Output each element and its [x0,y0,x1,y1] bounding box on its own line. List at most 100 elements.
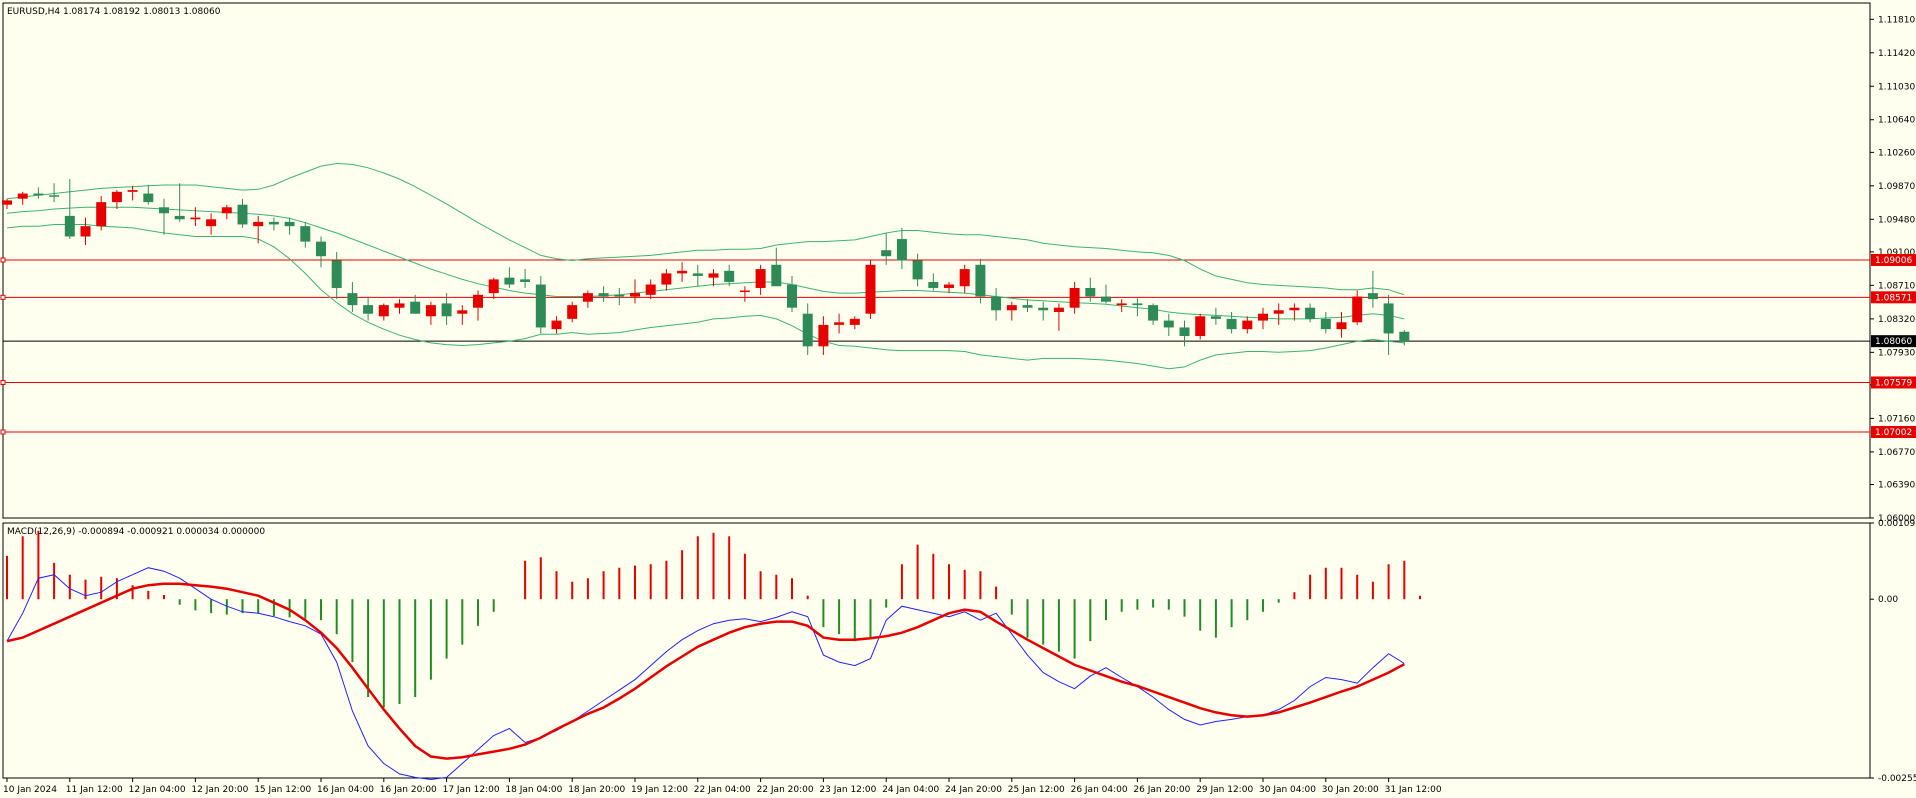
candle-body [143,193,154,203]
candle-body [300,226,311,242]
macd-panel-header: MACD(12,26,9) -0.000894 -0.000921 0.0000… [7,527,265,537]
candle-body [1006,305,1017,311]
candle-body [378,305,389,317]
time-axis-label: 22 Jan 20:00 [757,785,814,795]
candle-body [818,324,829,347]
candle-body [127,190,138,192]
candle-body [1305,307,1316,319]
level-line-handle [0,429,6,435]
candle-body [708,273,719,278]
price-axis-label: 1.06770 [1878,448,1915,458]
candle-body [1242,320,1253,330]
candle-body [1053,307,1064,312]
time-axis-label: 22 Jan 04:00 [694,785,751,795]
candle-body [1195,316,1206,337]
level-price-label: 1.07579 [1875,378,1912,388]
candle-body [96,202,107,227]
price-panel-frame [2,2,1871,519]
price-axis-label: 1.08320 [1878,315,1915,325]
candle-body [1289,307,1300,311]
level-price-label: 1.09006 [1875,256,1912,266]
price-axis-label: 1.06000 [1878,514,1915,524]
candle-body [598,293,609,297]
candle-body [64,215,75,237]
candle-body [1320,318,1331,330]
candle-body [1179,327,1190,337]
price-axis-label: 1.09100 [1878,248,1915,258]
candle-body [473,294,483,308]
candle-body [504,277,515,285]
candle-body [520,279,531,282]
candle-body [159,207,169,214]
level-price-tag [1871,253,1916,266]
candle-body [661,273,672,285]
candle-body [896,239,907,261]
time-axis-label: 16 Jan 20:00 [380,785,437,795]
price-axis-label: 1.08710 [1878,281,1915,291]
current-price-label: 1.08060 [1875,337,1912,347]
level-line-handle [0,294,6,300]
candle-body [1336,322,1347,330]
bollinger-middle-band [6,206,1405,320]
time-axis-label: 23 Jan 12:00 [819,785,876,795]
candle-body [174,215,185,220]
candle-body [1132,303,1143,306]
price-axis-label: 1.11420 [1878,49,1915,59]
macd-axis-label: -0.002558 [1878,774,1916,784]
candle-body [1116,303,1127,306]
candle-body [755,269,766,288]
time-axis-label: 16 Jan 04:00 [317,785,374,795]
candle-body [488,279,499,294]
candle-body [567,305,578,319]
price-panel-header: EURUSD,H4 1.08174 1.08192 1.08013 1.0806… [7,7,221,17]
candle-body [692,273,703,276]
candle-body [1273,310,1284,314]
candle-body [316,241,326,257]
candle-body [582,293,593,302]
level-price-label: 1.07002 [1875,428,1912,438]
time-axis-label: 10 Jan 2024 [3,785,57,795]
candle-body [1352,296,1363,323]
candle-body [739,290,750,293]
level-price-tag [1871,291,1916,304]
candle-body [535,284,546,328]
time-axis-label: 18 Jan 20:00 [568,785,625,795]
candle-body [1022,305,1033,308]
candle-body [1383,303,1394,334]
candle-body [834,322,845,325]
candle-body [347,293,358,306]
candle-body [363,305,374,314]
candle-body [457,310,468,314]
time-axis-label: 12 Jan 04:00 [129,785,186,795]
candle-body [1163,320,1174,328]
macd-axis-label: 0.00 [1878,595,1898,605]
candle-body [771,264,782,287]
candle-body [1367,293,1378,300]
time-axis-label: 11 Jan 12:00 [66,785,123,795]
candle-body [441,303,452,317]
price-axis-label: 1.09870 [1878,182,1915,192]
candle-body [80,226,91,237]
candle-body [1069,287,1080,308]
candle-body [991,296,1002,311]
candle-body [237,204,248,225]
price-axis-label: 1.07930 [1878,348,1915,358]
candle-body [912,260,923,280]
time-axis-label: 26 Jan 20:00 [1133,785,1190,795]
macd-line [6,567,1405,781]
candle-body [394,303,405,308]
candle-body [1101,296,1111,302]
price-axis-label: 1.10260 [1878,148,1915,158]
current-price-tag [1871,335,1916,348]
candle-body [1399,331,1410,342]
candle-body [645,284,656,295]
candle-body [49,195,60,197]
candle-body [1226,318,1237,330]
level-price-tag [1871,376,1916,389]
price-axis-label: 1.10640 [1878,116,1915,126]
time-axis-label: 24 Jan 04:00 [882,785,939,795]
candle-body [1148,305,1159,321]
candle-body [410,301,421,314]
candle-body [614,294,625,297]
candle-body [190,217,201,220]
